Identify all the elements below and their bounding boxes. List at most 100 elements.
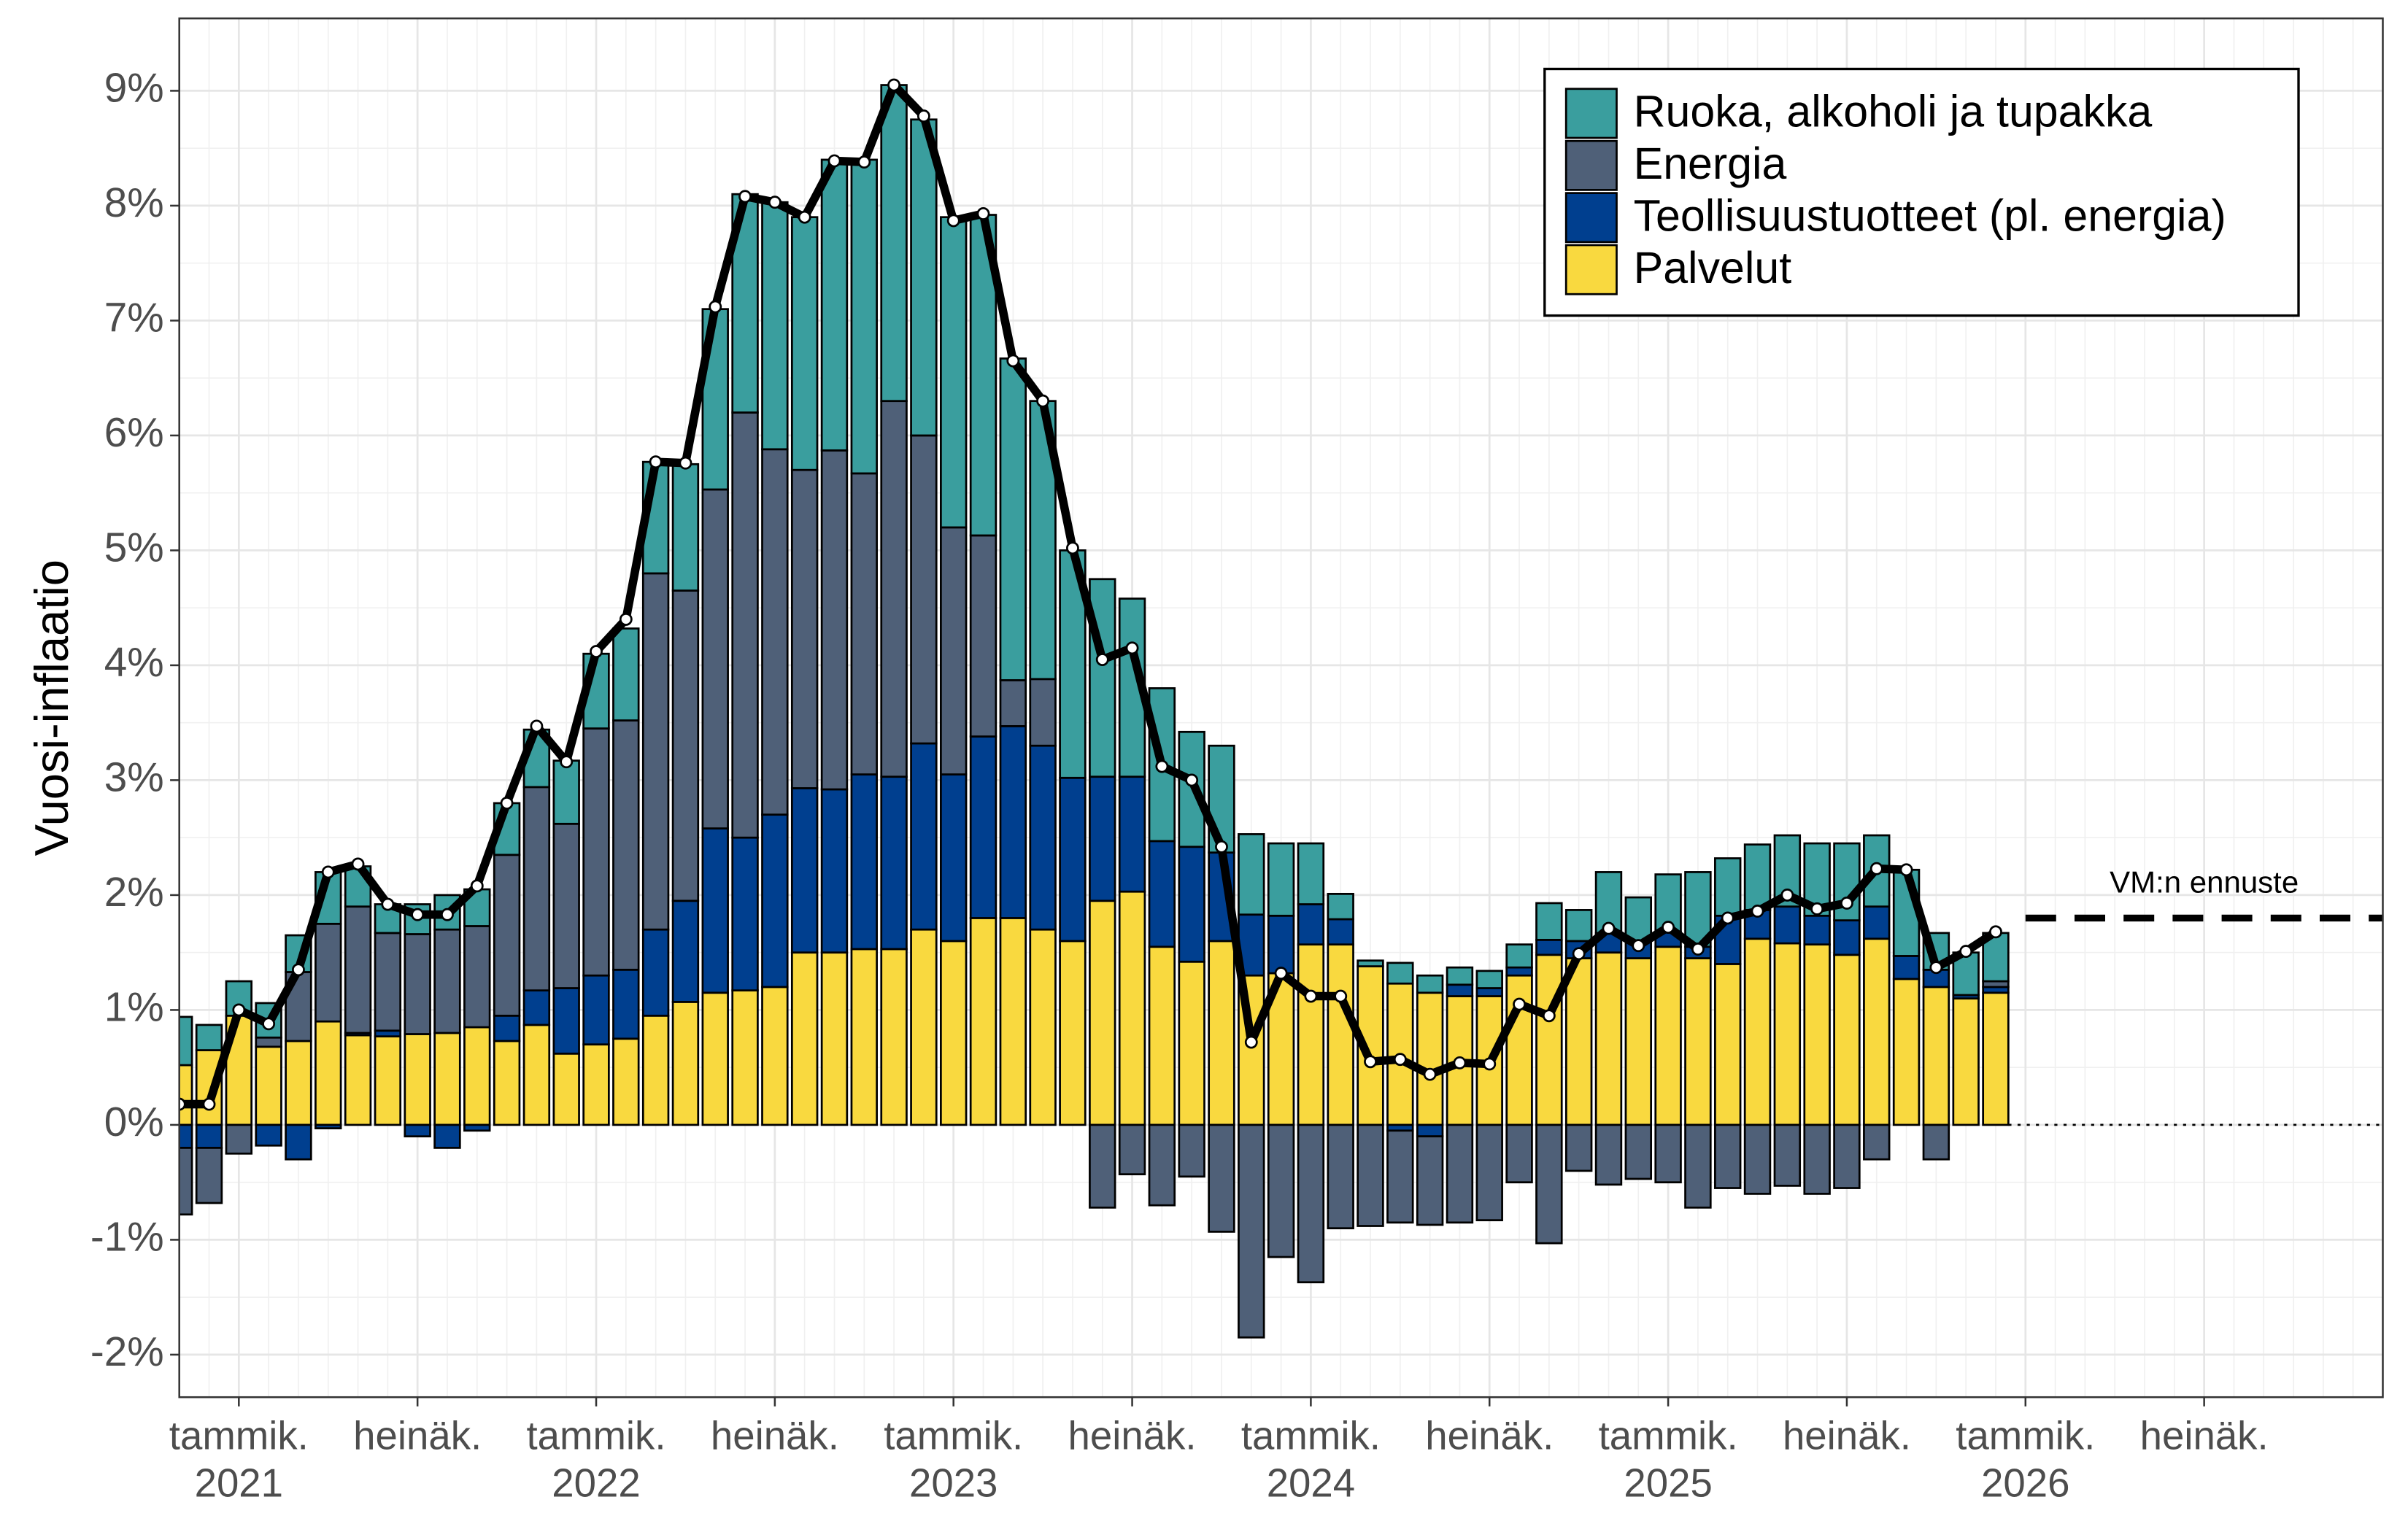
total-point [649, 455, 663, 469]
bar-segment [1416, 991, 1444, 1126]
bar-segment [374, 1035, 402, 1126]
legend-swatch [1564, 244, 1618, 295]
bar-segment [1743, 843, 1772, 911]
x-tick-year: 2023 [909, 1461, 997, 1505]
bar-segment [880, 400, 908, 778]
y-tick-label: 9% [104, 65, 164, 111]
x-tick-label: heinäk. [353, 1413, 482, 1458]
bar-segment [671, 1001, 700, 1126]
bar-segment [463, 1123, 491, 1132]
bar-segment [552, 822, 580, 989]
bar-segment [1416, 1135, 1444, 1226]
bar-segment [1327, 918, 1354, 946]
bar-segment [940, 940, 968, 1126]
forecast-label: VM:n ennuste [2110, 864, 2299, 899]
bar-segment [404, 1123, 431, 1138]
total-point [1036, 394, 1050, 408]
total-point [916, 109, 930, 123]
bar-segment [1505, 1123, 1533, 1184]
bar-segment [1297, 943, 1325, 1126]
total-point [232, 1003, 246, 1017]
bar-segment [433, 928, 461, 1034]
bar-segment [999, 679, 1027, 727]
total-point [262, 1017, 276, 1031]
legend-swatch [1564, 139, 1618, 191]
bar-segment [1446, 1123, 1474, 1224]
bar-segment [1386, 1129, 1414, 1224]
bar-segment [314, 1123, 342, 1130]
total-point [1006, 354, 1020, 368]
bar-segment [582, 727, 610, 977]
bar-segment [1178, 1123, 1205, 1178]
bar-segment [1267, 914, 1295, 975]
bar-segment [612, 968, 640, 1040]
total-point [946, 214, 960, 228]
y-tick-label: 0% [104, 1099, 164, 1145]
bar-segment [1892, 978, 1921, 1126]
bar-segment [1148, 687, 1176, 843]
bar-segment [552, 1052, 580, 1126]
bar-segment [969, 735, 997, 919]
bar-segment [1118, 775, 1146, 893]
bar-segment [820, 788, 849, 954]
legend-label: Energia [1634, 139, 1787, 188]
bar-segment [1743, 1123, 1772, 1195]
total-point [292, 963, 305, 977]
bar-segment [285, 1040, 312, 1126]
total-point [1780, 888, 1794, 902]
total-point [1244, 1035, 1258, 1049]
bar-segment [820, 449, 849, 791]
y-tick-label: 3% [104, 754, 164, 800]
x-tick-label: tammik. [1956, 1413, 2095, 1458]
x-tick-label: tammik. [1241, 1413, 1381, 1458]
bar-segment [255, 1045, 282, 1126]
total-point [798, 210, 811, 224]
bar-segment [641, 1014, 670, 1126]
bar-segment [1535, 902, 1563, 941]
total-point [441, 908, 454, 921]
bar-segment [1089, 1123, 1116, 1209]
bar-segment [493, 1040, 521, 1126]
bar-segment [1803, 1123, 1831, 1195]
total-point [500, 797, 514, 810]
legend: Ruoka, alkoholi ja tupakkaEnergiaTeollis… [1543, 67, 2300, 317]
bar-segment [790, 216, 819, 471]
y-tick-label: 7% [104, 295, 164, 341]
total-point [1989, 925, 2002, 939]
axes: -2%-1%0%1%2%3%4%5%6%7%8%9%tammik.2021hei… [90, 65, 2269, 1505]
y-tick-label: 6% [104, 410, 164, 456]
bar-segment [1833, 919, 1861, 956]
bar-segment [641, 928, 670, 1017]
bar-segment [1267, 842, 1295, 917]
bar-segment [1982, 991, 2010, 1126]
total-point [1691, 943, 1705, 956]
total-point [470, 879, 484, 893]
bar-segment [344, 905, 372, 1034]
total-point [1751, 905, 1764, 918]
total-point [857, 155, 871, 169]
bar-segment [1416, 1123, 1444, 1138]
bar-segment [433, 1123, 461, 1149]
bar-segment [1863, 937, 1891, 1126]
total-point [1721, 911, 1734, 925]
x-tick-label: tammik. [526, 1413, 665, 1458]
bar-segment [940, 526, 968, 775]
total-point [738, 190, 752, 204]
bar-segment [1238, 1123, 1265, 1339]
bar-segment [1208, 940, 1235, 1126]
x-tick-label: tammik. [1599, 1413, 1738, 1458]
bar-segment [671, 589, 700, 902]
bar-segment [701, 991, 729, 1126]
bar-segment [374, 932, 402, 1032]
bar-segment [195, 1024, 223, 1051]
total-point [1810, 902, 1824, 916]
y-tick-label: -1% [90, 1214, 164, 1260]
total-point [202, 1097, 216, 1111]
bar-segment [969, 917, 997, 1126]
bar-segment [850, 472, 878, 775]
bar-segment [1624, 1123, 1653, 1180]
total-point [1840, 897, 1853, 910]
total-point [768, 196, 782, 209]
bar-segment [731, 411, 759, 839]
